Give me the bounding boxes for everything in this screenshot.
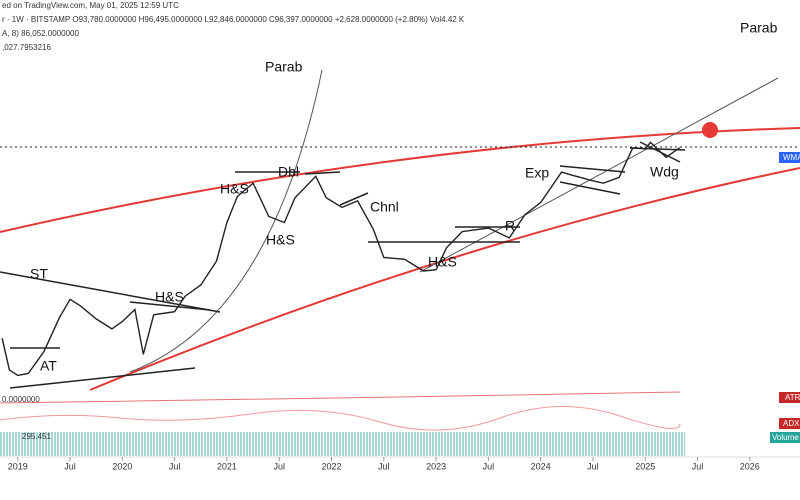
volume-pane — [0, 432, 685, 456]
trend-line — [0, 271, 221, 313]
annotation: Chnl — [370, 199, 399, 215]
header-line: r · 1W · BITSTAMP O93,780.0000000 H96,49… — [2, 15, 465, 24]
adx-line — [0, 406, 681, 431]
side-label: WMA — [783, 153, 800, 162]
price-line — [1, 141, 681, 377]
parabola — [129, 69, 323, 373]
annotation: H&S — [266, 232, 295, 248]
trend-line — [419, 77, 779, 273]
annotation: Wdg — [650, 164, 679, 180]
trend-line — [129, 301, 211, 311]
x-tick-label: Jul — [378, 461, 390, 471]
side-label: ADX — [783, 419, 800, 428]
annotation: Exp — [525, 165, 549, 181]
upper-arc — [0, 127, 800, 233]
trend-line — [559, 165, 626, 173]
x-tick-label: Jul — [692, 461, 704, 471]
side-tag — [779, 152, 800, 163]
drawings — [0, 69, 800, 391]
side-tag — [770, 432, 800, 443]
target-dot — [702, 122, 718, 138]
x-tick-label: 2022 — [321, 461, 341, 471]
side-tag — [779, 392, 800, 403]
annotation: AT — [40, 358, 57, 374]
side-label: ATR — [785, 393, 800, 402]
indicator-label: 0.0000000 — [2, 395, 40, 404]
trend-line — [9, 367, 196, 389]
x-tick-label: Jul — [64, 461, 76, 471]
annotation: Parab — [740, 20, 778, 36]
x-tick-label: Jul — [587, 461, 599, 471]
x-tick-label: 2024 — [531, 461, 551, 471]
annotation: Dbl — [278, 164, 299, 180]
header-line: ,027.7953216 — [2, 43, 51, 52]
atr-line — [0, 391, 681, 404]
side-tag — [779, 418, 800, 429]
x-tick-label: Jul — [483, 461, 495, 471]
x-tick-label: 2019 — [8, 461, 28, 471]
annotation: H&S — [428, 254, 457, 270]
lower-arc — [89, 167, 800, 391]
x-tick-label: Jul — [169, 461, 181, 471]
x-tick-label: 2026 — [740, 461, 760, 471]
indicator-label: 295.451 — [22, 432, 51, 441]
annotation: Parab — [265, 59, 303, 75]
annotation: H&S — [220, 181, 249, 197]
x-tick-label: 2023 — [426, 461, 446, 471]
header-line: ed on TradingView.com, May 01, 2025 12:5… — [2, 1, 179, 10]
x-tick-label: 2021 — [217, 461, 237, 471]
x-tick-label: 2025 — [635, 461, 655, 471]
annotation: R — [505, 218, 515, 234]
trend-line — [304, 171, 341, 175]
header-line: A, 8) 86,052.0000000 — [2, 29, 80, 38]
annotation: H&S — [155, 289, 184, 305]
annotation: ST — [30, 266, 48, 282]
trend-line — [559, 181, 621, 195]
x-tick-label: 2020 — [112, 461, 132, 471]
side-label: Volume — [772, 433, 799, 442]
trend-line — [339, 192, 369, 206]
x-tick-label: Jul — [273, 461, 285, 471]
